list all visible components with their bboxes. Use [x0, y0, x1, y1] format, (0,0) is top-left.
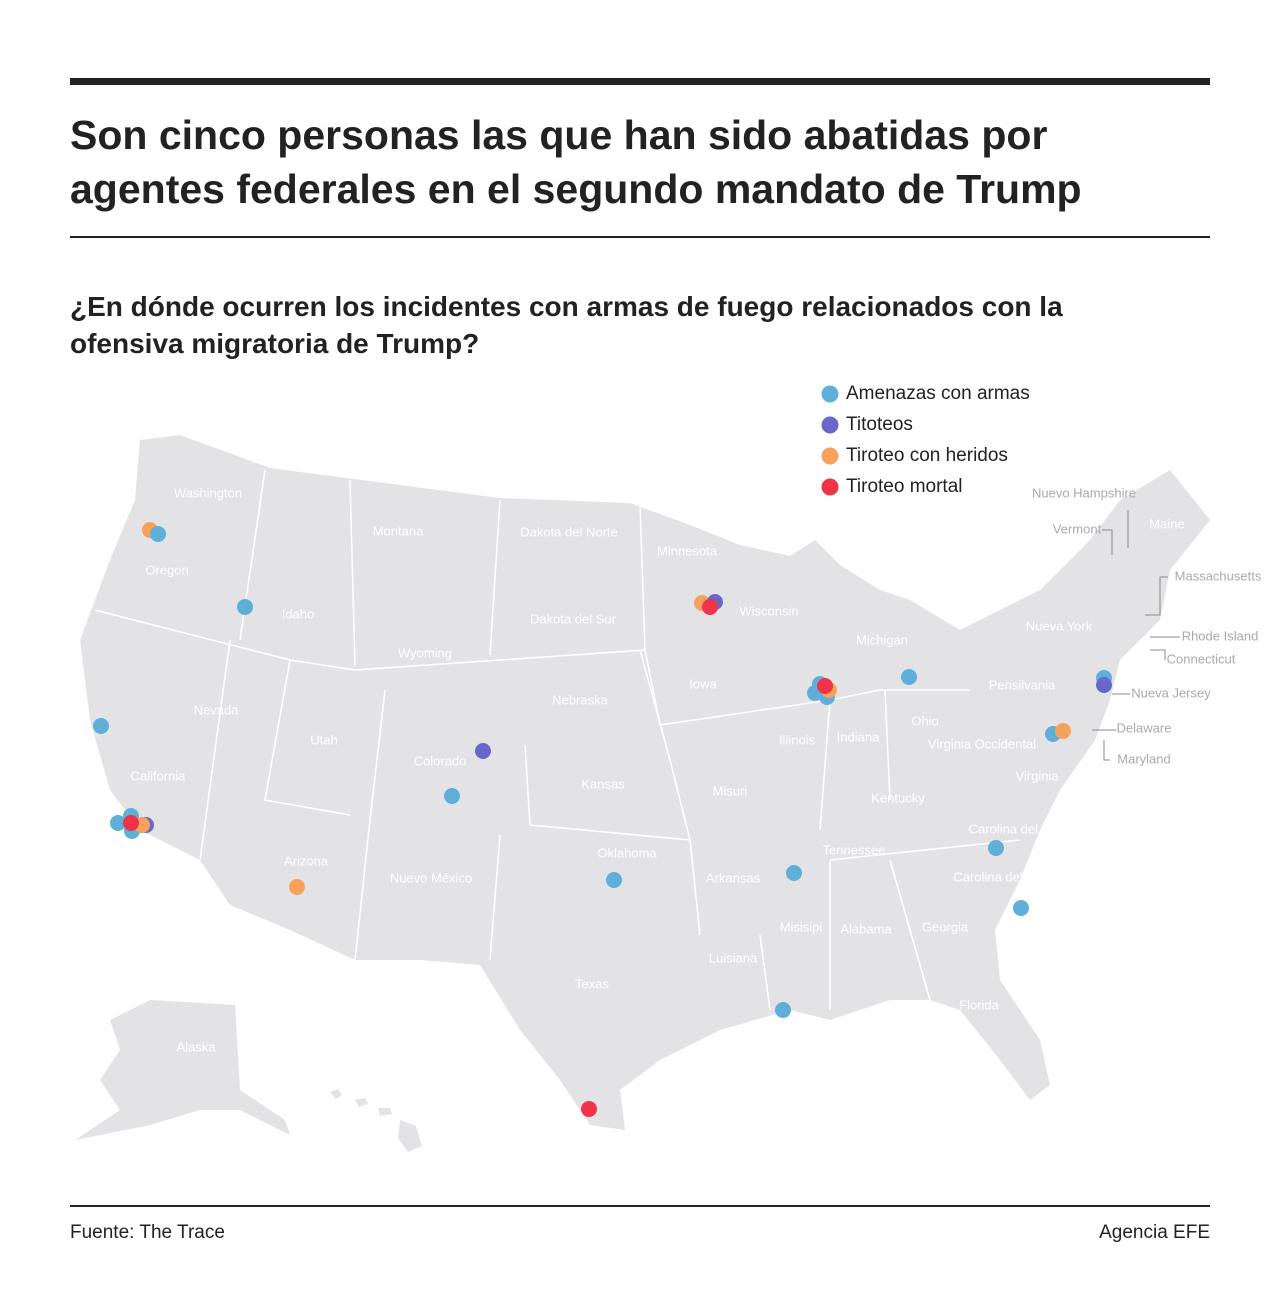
state-label: Kansas — [581, 776, 625, 791]
state-label: Nuevo México — [390, 870, 472, 885]
incident-dot — [606, 872, 622, 888]
incident-dot — [150, 526, 166, 542]
state-label: Montana — [373, 523, 424, 538]
state-label: Washington — [174, 485, 242, 500]
state-label: Wyoming — [398, 645, 452, 660]
state-label: Kentucky — [871, 790, 925, 805]
state-label: Pensilvania — [989, 677, 1056, 692]
state-label: Illinois — [779, 732, 816, 747]
state-label: Misuri — [713, 783, 748, 798]
state-label: Michigan — [856, 632, 908, 647]
land — [75, 435, 1210, 1152]
incident-dot — [817, 678, 833, 694]
incident-dot — [1055, 723, 1071, 739]
incident-dot — [444, 788, 460, 804]
state-label: Iowa — [689, 676, 717, 691]
state-label: Texas — [575, 976, 609, 991]
state-label: Alaska — [176, 1039, 216, 1054]
source: Fuente: The Trace — [70, 1222, 225, 1243]
state-label: California — [131, 768, 187, 783]
state-label: Maine — [1149, 516, 1184, 531]
incident-dots — [93, 522, 1112, 1117]
state-label: Misisipi — [780, 919, 823, 934]
incident-dot — [988, 840, 1004, 856]
incident-dot — [475, 743, 491, 759]
state-label: Delaware — [1117, 720, 1172, 735]
state-label: Wisconsin — [739, 603, 798, 618]
state-label: Tennessee — [823, 842, 886, 857]
state-label: Dakota del Sur — [530, 611, 617, 626]
state-label: Maryland — [1117, 751, 1170, 766]
legend-swatch — [821, 478, 839, 496]
incident-dot — [581, 1101, 597, 1117]
state-label: Minnesota — [657, 543, 718, 558]
state-label: Oklahoma — [597, 845, 657, 860]
footer-rule — [70, 1205, 1210, 1207]
incident-dot — [702, 599, 718, 615]
legend-label: Tiroteo con heridos — [846, 445, 1008, 466]
state-label: Carolina del Norte — [969, 821, 1074, 836]
incident-dot — [93, 718, 109, 734]
state-label: Dakota del Norte — [520, 524, 618, 539]
legend-swatch — [821, 447, 839, 465]
state-borders — [94, 469, 1021, 1011]
state-label: Alabama — [840, 921, 892, 936]
state-label: Hawái — [338, 1061, 374, 1076]
legend-label: Amenazas con armas — [846, 383, 1030, 404]
legend: Amenazas con armas Titoteos Tiroteo con he… — [821, 383, 1030, 497]
state-label: Georgia — [922, 919, 969, 934]
incident-dot — [1096, 677, 1112, 693]
state-label: Vermont — [1053, 521, 1102, 536]
state-label: Nuevo Hampshire — [1032, 485, 1136, 500]
state-label: Nueva York — [1026, 618, 1093, 633]
credit: Agencia EFE — [1099, 1222, 1210, 1243]
state-label: Nevada — [194, 702, 240, 717]
legend-label: Titoteos — [846, 414, 913, 435]
state-label: Arkansas — [706, 870, 761, 885]
title-rule — [70, 236, 1210, 238]
state-label: Arizona — [284, 853, 329, 868]
state-label: Carolina del Sur — [953, 869, 1047, 884]
state-label: Florida — [959, 997, 1000, 1012]
incident-dot — [786, 865, 802, 881]
state-label: Indiana — [837, 729, 880, 744]
incident-dot — [289, 879, 305, 895]
state-label: Massachusetts — [1175, 568, 1262, 583]
legend-swatch — [821, 385, 839, 403]
incident-dot — [775, 1002, 791, 1018]
state-label: Utah — [310, 732, 337, 747]
state-label: Rhode Island — [1182, 628, 1259, 643]
subtitle: ¿En dónde ocurren los incidentes con arm… — [70, 291, 1063, 359]
legend-swatch — [821, 416, 839, 434]
incident-dot — [901, 669, 917, 685]
state-label: Virginia — [1015, 768, 1059, 783]
incident-dot — [1013, 900, 1029, 916]
legend-label: Tiroteo mortal — [846, 476, 963, 497]
incident-dot — [123, 815, 139, 831]
state-label: Virginia Occidental — [928, 736, 1036, 751]
state-label: Oregon — [145, 562, 188, 577]
state-label: Nebraska — [552, 692, 608, 707]
top-rule — [70, 78, 1210, 85]
callout-lines — [1092, 510, 1180, 761]
state-label: Luisiana — [709, 950, 758, 965]
incident-dot — [110, 815, 126, 831]
state-label: Idaho — [282, 606, 315, 621]
state-label: Connecticut — [1167, 651, 1236, 666]
state-label: Nueva Jersey — [1131, 685, 1211, 700]
title: Son cinco personas las que han sido abat… — [70, 112, 1082, 212]
incident-dot — [237, 599, 253, 615]
state-label: Ohio — [911, 713, 938, 728]
state-label: Colorado — [414, 753, 467, 768]
